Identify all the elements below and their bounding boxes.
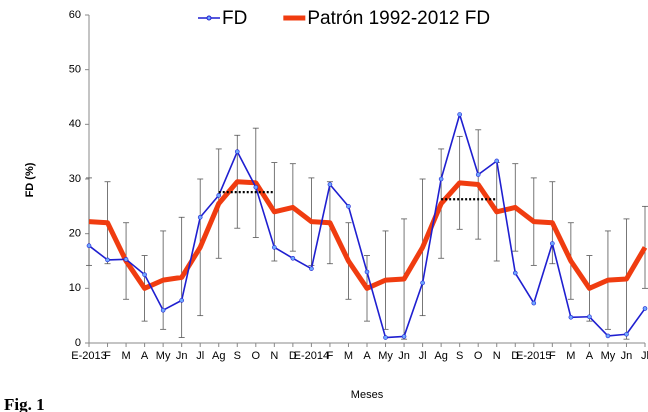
series-marker bbox=[309, 266, 314, 271]
y-tick-label: 40 bbox=[69, 118, 81, 130]
series-marker bbox=[587, 314, 592, 320]
series-marker bbox=[475, 172, 481, 177]
series-marker bbox=[160, 307, 166, 313]
x-axis-title: Meses bbox=[351, 389, 384, 401]
series-marker bbox=[272, 245, 277, 250]
series-marker bbox=[550, 241, 555, 246]
series-marker bbox=[327, 182, 333, 187]
x-tick-label: O bbox=[252, 350, 261, 362]
x-tick-label: A bbox=[586, 350, 594, 362]
x-tick-label: F bbox=[104, 350, 111, 362]
caption: Fig. 1 bbox=[4, 395, 45, 412]
x-tick-label: D bbox=[511, 350, 519, 362]
series-marker bbox=[383, 335, 388, 340]
y-tick-label: 60 bbox=[69, 9, 81, 21]
series-line bbox=[88, 179, 648, 291]
series-marker bbox=[346, 204, 351, 209]
series-marker bbox=[123, 257, 129, 262]
series-marker bbox=[512, 270, 518, 276]
series-marker bbox=[494, 158, 500, 164]
series-marker bbox=[642, 306, 648, 311]
series-marker bbox=[624, 331, 629, 337]
x-tick-label: S bbox=[456, 350, 463, 362]
x-tick-label: A bbox=[141, 350, 149, 362]
series-marker bbox=[253, 184, 259, 190]
x-tick-label: Jl bbox=[419, 350, 427, 362]
y-tick-label: 50 bbox=[69, 64, 81, 76]
x-tick-label: N bbox=[270, 350, 278, 362]
x-tick-label: Jl bbox=[641, 350, 648, 362]
y-tick-label: 20 bbox=[69, 228, 81, 240]
series-marker bbox=[438, 176, 444, 182]
x-tick-label: Ag bbox=[434, 350, 447, 362]
series-marker bbox=[142, 272, 147, 277]
x-tick-label: Jn bbox=[621, 350, 633, 362]
y-axis-title: FD (%) bbox=[24, 162, 36, 197]
series-marker bbox=[216, 193, 222, 198]
x-tick-label: E-2013 bbox=[71, 350, 106, 362]
series-marker bbox=[105, 257, 110, 263]
series-marker bbox=[290, 255, 296, 261]
x-tick-label: Jn bbox=[398, 350, 410, 362]
x-tick-label: N bbox=[493, 350, 501, 362]
x-tick-label: M bbox=[121, 350, 130, 362]
x-tick-label: M bbox=[566, 350, 575, 362]
x-tick-label: D bbox=[289, 350, 297, 362]
x-tick-label: M bbox=[344, 350, 353, 362]
legend-marker bbox=[206, 15, 212, 21]
x-tick-label: Jl bbox=[196, 350, 204, 362]
series-marker bbox=[364, 269, 370, 275]
series-marker bbox=[605, 333, 611, 339]
x-tick-label: F bbox=[327, 350, 334, 362]
series-marker bbox=[197, 214, 203, 220]
series-marker bbox=[420, 280, 425, 286]
series-marker bbox=[234, 149, 240, 154]
x-tick-label: My bbox=[378, 350, 393, 362]
series-marker bbox=[179, 298, 184, 303]
x-tick-label: F bbox=[549, 350, 556, 362]
y-tick-label: 30 bbox=[69, 173, 81, 185]
x-tick-label: E-2015 bbox=[516, 350, 551, 362]
x-tick-label: Jn bbox=[176, 350, 188, 362]
x-tick-label: Ag bbox=[212, 350, 225, 362]
series-marker bbox=[401, 334, 407, 339]
y-tick-label: 0 bbox=[75, 337, 81, 349]
x-tick-label: S bbox=[234, 350, 241, 362]
series-marker bbox=[86, 243, 92, 248]
x-tick-label: My bbox=[156, 350, 171, 362]
legend-label: Patrón 1992-2012 FD bbox=[307, 8, 490, 29]
x-tick-label: A bbox=[363, 350, 371, 362]
y-tick-label: 10 bbox=[69, 282, 81, 294]
series-marker bbox=[457, 112, 462, 117]
x-tick-label: My bbox=[601, 350, 616, 362]
x-tick-label: E-2014 bbox=[294, 350, 329, 362]
series-marker bbox=[531, 300, 537, 306]
x-tick-label: O bbox=[474, 350, 483, 362]
legend-label: FD bbox=[222, 8, 247, 29]
series-marker bbox=[568, 315, 574, 320]
